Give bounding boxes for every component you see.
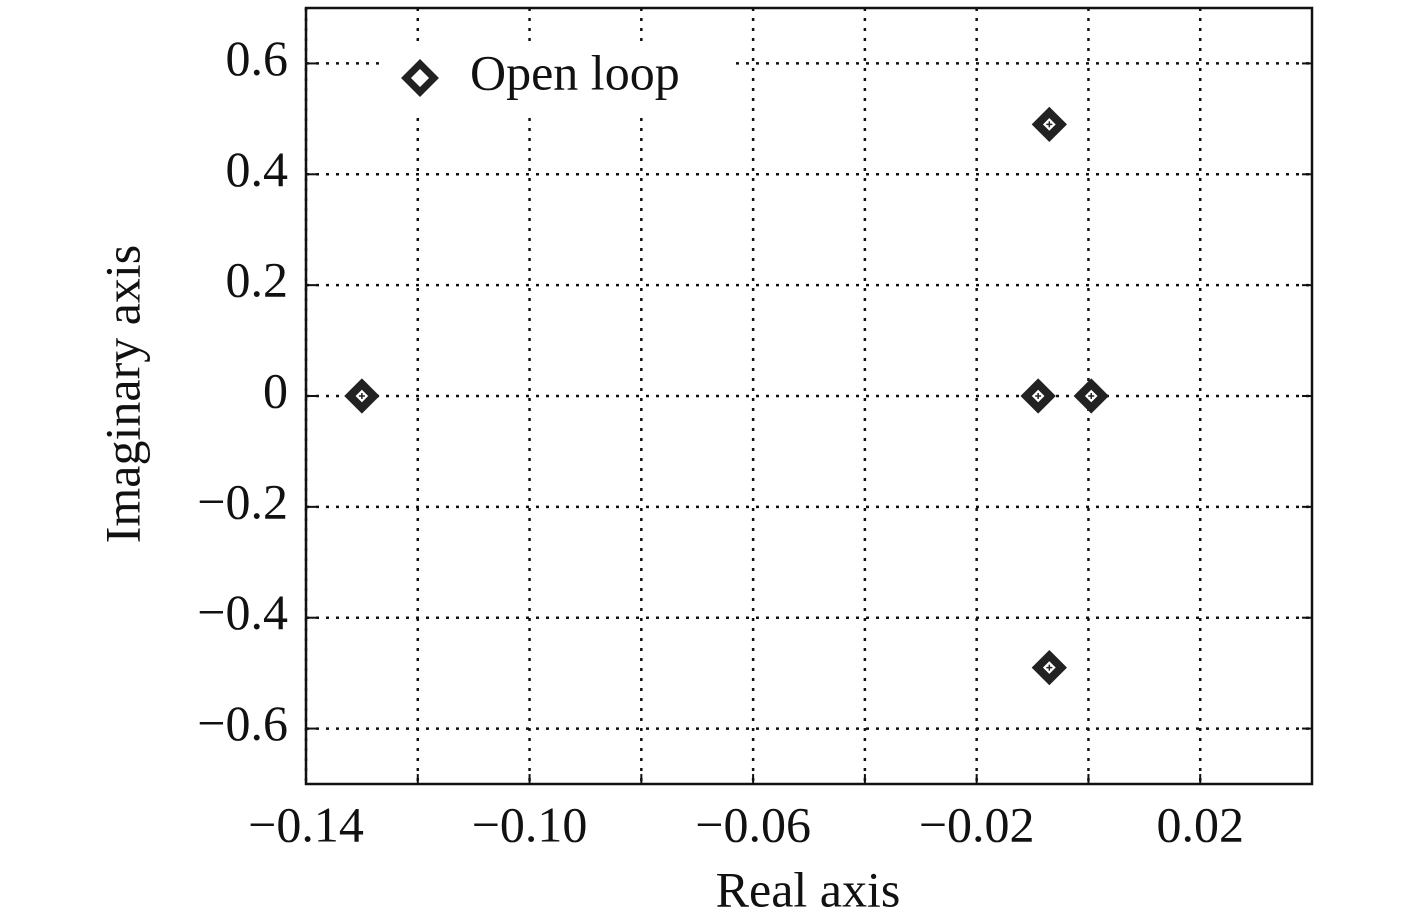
x-tick-label: −0.14 — [248, 796, 364, 852]
y-tick-label: 0 — [263, 362, 288, 418]
legend-marker — [401, 59, 439, 97]
point — [1020, 378, 1056, 414]
cross — [1046, 664, 1053, 671]
legend-label: Open loop — [470, 44, 680, 100]
diamond — [401, 59, 439, 97]
cross — [1035, 393, 1042, 399]
cross — [358, 393, 365, 399]
y-tick-label: −0.2 — [197, 473, 288, 529]
legend-box — [380, 45, 735, 113]
y-tick-label: −0.6 — [197, 695, 288, 751]
cross — [1046, 121, 1053, 128]
x-tick-label: 0.02 — [1156, 796, 1244, 852]
point — [344, 378, 380, 414]
x-axis-label: Real axis — [716, 861, 901, 917]
legend: Open loop — [380, 44, 735, 113]
x-tick-label: −0.10 — [472, 796, 588, 852]
y-axis-label: Imaginary axis — [94, 245, 150, 544]
y-tick-label: 0.4 — [226, 141, 289, 197]
point — [1031, 106, 1067, 143]
x-tick-label: −0.02 — [919, 796, 1035, 852]
y-tick-label: 0.6 — [226, 30, 289, 86]
y-tick-label: 0.2 — [226, 252, 289, 308]
point — [1031, 649, 1067, 686]
plot-frame — [304, 6, 1314, 786]
x-tick-label: −0.06 — [695, 796, 811, 852]
y-tick-label: −0.4 — [197, 584, 288, 640]
cross — [1088, 393, 1095, 399]
point — [1073, 378, 1109, 414]
